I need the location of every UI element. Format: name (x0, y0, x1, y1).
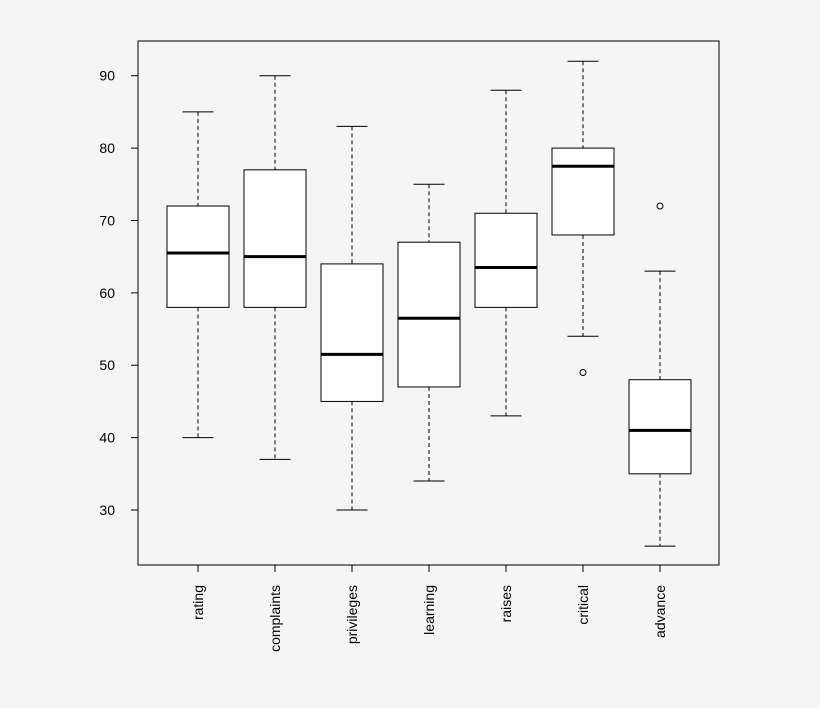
box-privileges (320, 125, 384, 511)
x-tick-label: critical (575, 585, 591, 625)
box-critical (551, 60, 615, 376)
y-tick-label: 40 (99, 430, 115, 446)
iqr-box (397, 241, 461, 388)
iqr-box (320, 263, 384, 402)
box-advance (628, 202, 692, 547)
box-raises (474, 89, 538, 417)
outlier-point (656, 202, 664, 210)
x-tick-label: learning (421, 585, 437, 635)
box-rating (166, 111, 230, 439)
x-tick-label: complaints (267, 585, 283, 652)
y-tick-label: 50 (99, 357, 115, 373)
boxes (166, 60, 692, 547)
y-tick-label: 70 (99, 212, 115, 228)
iqr-box (243, 169, 307, 308)
box-learning (397, 183, 461, 482)
y-axis: 30 40 50 60 70 80 90 (99, 68, 139, 518)
iqr-box (166, 205, 230, 308)
y-tick-label: 90 (99, 68, 115, 84)
outlier-point (579, 368, 587, 376)
x-tick-label: privileges (344, 585, 360, 644)
x-axis-labels: rating complaints privileges learning raises… (190, 564, 668, 652)
y-tick-label: 30 (99, 502, 115, 518)
x-tick-label: raises (498, 585, 514, 622)
iqr-box (474, 212, 538, 308)
y-tick-label: 80 (99, 140, 115, 156)
box-complaints (243, 75, 307, 460)
iqr-box (628, 379, 692, 475)
y-tick-label: 60 (99, 285, 115, 301)
iqr-box (551, 147, 615, 236)
x-tick-label: rating (190, 585, 206, 620)
x-tick-label: advance (652, 585, 668, 638)
